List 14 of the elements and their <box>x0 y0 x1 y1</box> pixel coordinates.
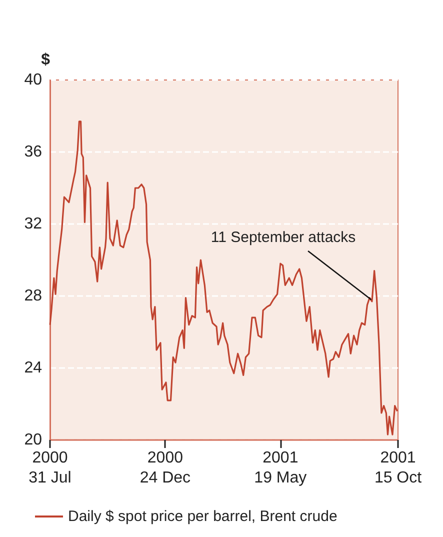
y-tick-label: 36 <box>24 144 42 160</box>
x-tick-label: 2001 19 May <box>254 450 307 486</box>
y-tick-label: 20 <box>24 432 42 448</box>
legend-label: Daily $ spot price per barrel, Brent crude <box>68 508 338 525</box>
x-tick-label: 2000 24 Dec <box>140 450 191 486</box>
y-tick-label: 32 <box>24 216 42 232</box>
line-series <box>49 120 398 436</box>
y-tick-label: 28 <box>24 288 42 304</box>
x-tick-label: 2001 15 Oct <box>374 450 422 486</box>
y-tick-label: 40 <box>24 72 42 88</box>
y-axis-title: $ <box>41 52 50 68</box>
y-tick-label: 24 <box>24 360 42 376</box>
x-tick-label: 2000 31 Jul <box>28 450 72 486</box>
annotation: 11 September attacks <box>210 228 356 246</box>
